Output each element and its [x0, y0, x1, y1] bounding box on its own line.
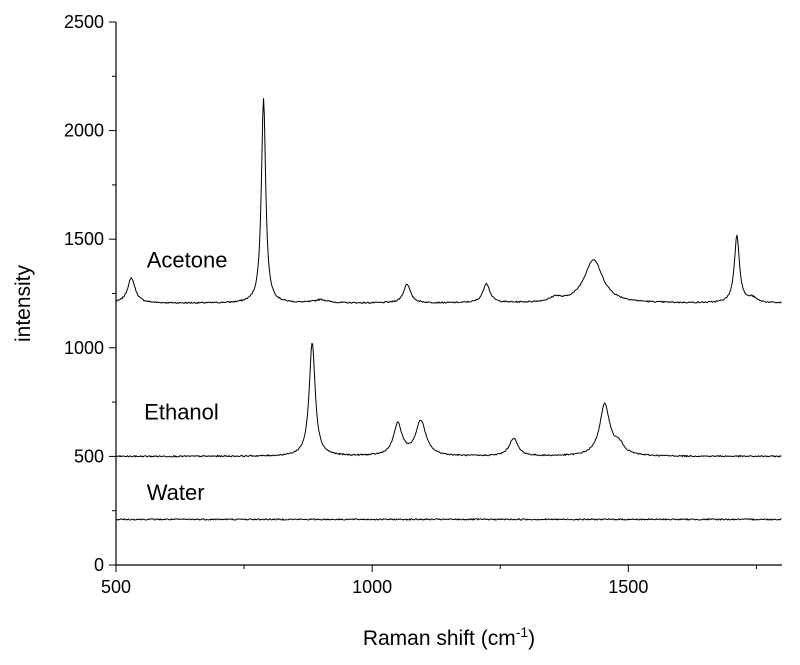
- y-tick-label: 2000: [64, 121, 104, 141]
- series-line-water: [115, 517, 782, 521]
- series-line-ethanol: [115, 342, 782, 458]
- x-axis-title-suffix: ): [528, 627, 535, 650]
- y-tick-label: 1500: [64, 229, 104, 249]
- y-axis-title: intensity: [12, 264, 35, 342]
- x-axis-title-superscript: -1: [516, 624, 529, 640]
- x-tick-label: 1500: [608, 577, 648, 597]
- y-tick-label: 0: [94, 555, 104, 575]
- series-line-acetone: [115, 98, 782, 305]
- series-label-water: Water: [147, 480, 205, 505]
- x-tick-label: 1000: [352, 577, 392, 597]
- series-lines: [115, 98, 782, 521]
- series-label-ethanol: Ethanol: [144, 399, 219, 424]
- y-tick-label: 2500: [64, 12, 104, 32]
- y-tick-label: 500: [74, 446, 104, 466]
- series-label-acetone: Acetone: [147, 247, 228, 272]
- x-axis-title: Raman shift (cm-1): [363, 624, 535, 650]
- series-labels: Acetone Ethanol Water: [144, 247, 227, 504]
- y-tick-label: 1000: [64, 338, 104, 358]
- x-tick-label: 500: [101, 577, 131, 597]
